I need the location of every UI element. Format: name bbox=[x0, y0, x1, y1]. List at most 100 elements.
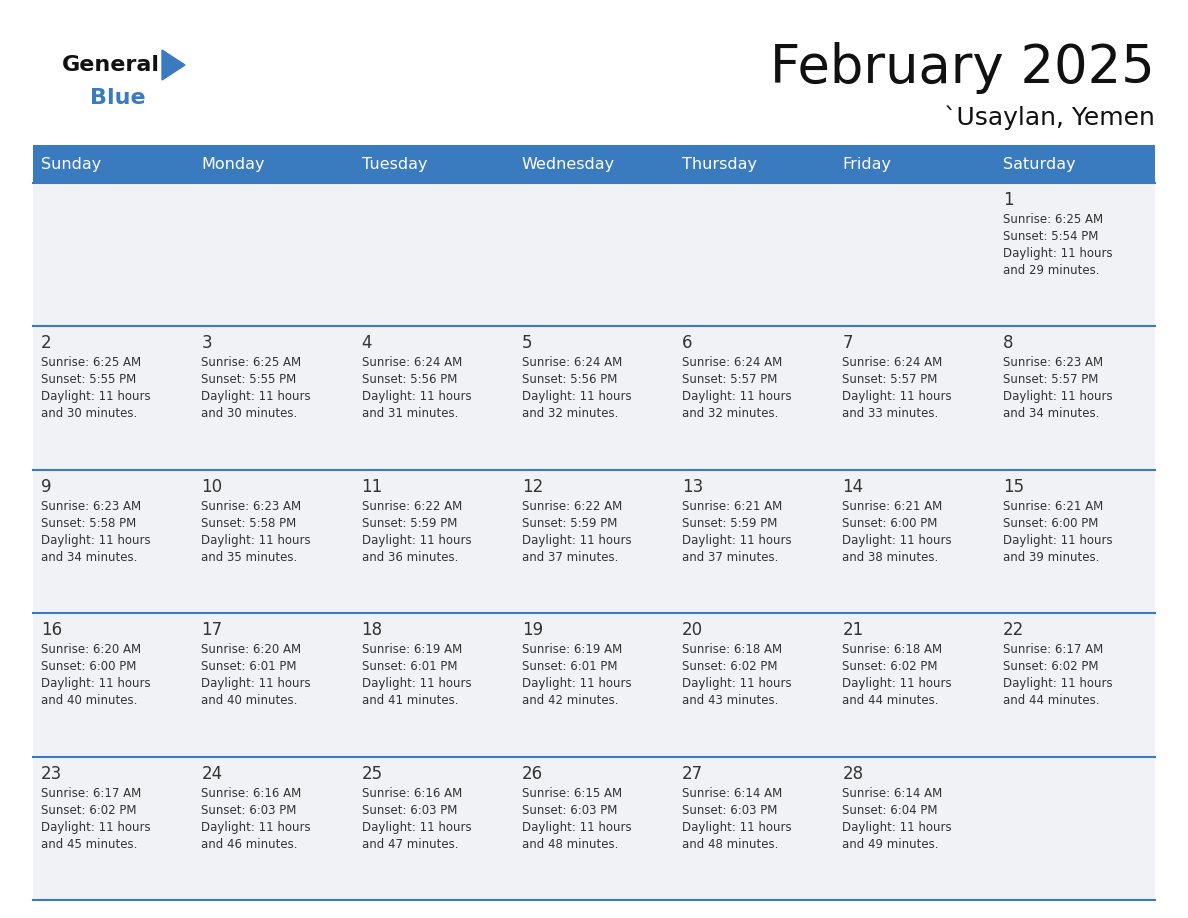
Polygon shape bbox=[162, 50, 185, 80]
Text: Daylight: 11 hours: Daylight: 11 hours bbox=[42, 533, 151, 547]
Text: 20: 20 bbox=[682, 621, 703, 639]
Text: Sunset: 5:56 PM: Sunset: 5:56 PM bbox=[522, 374, 618, 386]
Text: Sunrise: 6:14 AM: Sunrise: 6:14 AM bbox=[842, 787, 943, 800]
Text: Daylight: 11 hours: Daylight: 11 hours bbox=[1003, 247, 1112, 260]
Text: Saturday: Saturday bbox=[1003, 156, 1075, 172]
Text: Wednesday: Wednesday bbox=[522, 156, 615, 172]
Text: and 40 minutes.: and 40 minutes. bbox=[42, 694, 138, 707]
Text: Daylight: 11 hours: Daylight: 11 hours bbox=[361, 390, 472, 403]
Text: Sunset: 6:02 PM: Sunset: 6:02 PM bbox=[842, 660, 939, 673]
Text: and 47 minutes.: and 47 minutes. bbox=[361, 837, 459, 851]
Text: and 30 minutes.: and 30 minutes. bbox=[42, 408, 138, 420]
Text: Sunset: 6:03 PM: Sunset: 6:03 PM bbox=[361, 803, 457, 817]
Text: 24: 24 bbox=[201, 765, 222, 783]
Text: 15: 15 bbox=[1003, 477, 1024, 496]
Text: 14: 14 bbox=[842, 477, 864, 496]
Text: and 40 minutes.: and 40 minutes. bbox=[201, 694, 298, 707]
Text: Sunset: 6:00 PM: Sunset: 6:00 PM bbox=[42, 660, 137, 673]
Text: 11: 11 bbox=[361, 477, 383, 496]
Text: Sunrise: 6:15 AM: Sunrise: 6:15 AM bbox=[522, 787, 623, 800]
Text: and 31 minutes.: and 31 minutes. bbox=[361, 408, 457, 420]
Text: Sunset: 5:59 PM: Sunset: 5:59 PM bbox=[522, 517, 618, 530]
Text: Friday: Friday bbox=[842, 156, 891, 172]
Text: and 41 minutes.: and 41 minutes. bbox=[361, 694, 459, 707]
Text: Sunrise: 6:16 AM: Sunrise: 6:16 AM bbox=[201, 787, 302, 800]
Text: Sunset: 5:59 PM: Sunset: 5:59 PM bbox=[361, 517, 457, 530]
Bar bbox=[33, 145, 194, 183]
Text: 21: 21 bbox=[842, 621, 864, 639]
Text: 8: 8 bbox=[1003, 334, 1013, 353]
Text: Sunrise: 6:21 AM: Sunrise: 6:21 AM bbox=[682, 499, 783, 513]
Text: 19: 19 bbox=[522, 621, 543, 639]
Bar bbox=[33, 327, 1155, 470]
Text: Sunrise: 6:24 AM: Sunrise: 6:24 AM bbox=[361, 356, 462, 369]
Text: 27: 27 bbox=[682, 765, 703, 783]
Text: 6: 6 bbox=[682, 334, 693, 353]
Text: Daylight: 11 hours: Daylight: 11 hours bbox=[201, 390, 311, 403]
Text: Sunset: 5:55 PM: Sunset: 5:55 PM bbox=[42, 374, 137, 386]
Bar bbox=[354, 145, 514, 183]
Text: and 32 minutes.: and 32 minutes. bbox=[522, 408, 618, 420]
Bar bbox=[33, 613, 1155, 756]
Text: Sunset: 5:54 PM: Sunset: 5:54 PM bbox=[1003, 230, 1098, 243]
Text: Daylight: 11 hours: Daylight: 11 hours bbox=[682, 390, 791, 403]
Text: Sunrise: 6:25 AM: Sunrise: 6:25 AM bbox=[201, 356, 302, 369]
Text: and 45 minutes.: and 45 minutes. bbox=[42, 837, 138, 851]
Text: 9: 9 bbox=[42, 477, 51, 496]
Text: Sunset: 5:57 PM: Sunset: 5:57 PM bbox=[842, 374, 937, 386]
Text: Sunset: 5:58 PM: Sunset: 5:58 PM bbox=[201, 517, 297, 530]
Bar bbox=[834, 145, 994, 183]
Text: and 48 minutes.: and 48 minutes. bbox=[682, 837, 778, 851]
Text: Daylight: 11 hours: Daylight: 11 hours bbox=[361, 821, 472, 834]
Text: Sunset: 6:02 PM: Sunset: 6:02 PM bbox=[682, 660, 778, 673]
Text: 28: 28 bbox=[842, 765, 864, 783]
Text: Sunset: 5:58 PM: Sunset: 5:58 PM bbox=[42, 517, 137, 530]
Text: `Usaylan, Yemen: `Usaylan, Yemen bbox=[944, 106, 1155, 130]
Bar bbox=[33, 183, 1155, 327]
Text: Thursday: Thursday bbox=[682, 156, 757, 172]
Text: Tuesday: Tuesday bbox=[361, 156, 426, 172]
Text: Sunrise: 6:17 AM: Sunrise: 6:17 AM bbox=[42, 787, 141, 800]
Text: Sunrise: 6:14 AM: Sunrise: 6:14 AM bbox=[682, 787, 783, 800]
Text: Sunset: 6:02 PM: Sunset: 6:02 PM bbox=[1003, 660, 1098, 673]
Text: and 38 minutes.: and 38 minutes. bbox=[842, 551, 939, 564]
Text: and 46 minutes.: and 46 minutes. bbox=[201, 837, 298, 851]
Text: Sunrise: 6:18 AM: Sunrise: 6:18 AM bbox=[682, 644, 782, 656]
Text: Monday: Monday bbox=[201, 156, 265, 172]
Text: Sunrise: 6:19 AM: Sunrise: 6:19 AM bbox=[522, 644, 623, 656]
Text: Sunrise: 6:21 AM: Sunrise: 6:21 AM bbox=[1003, 499, 1102, 513]
Text: Daylight: 11 hours: Daylight: 11 hours bbox=[42, 677, 151, 690]
Text: Sunrise: 6:17 AM: Sunrise: 6:17 AM bbox=[1003, 644, 1102, 656]
Text: and 44 minutes.: and 44 minutes. bbox=[1003, 694, 1099, 707]
Text: Sunset: 6:00 PM: Sunset: 6:00 PM bbox=[842, 517, 937, 530]
Text: 1: 1 bbox=[1003, 191, 1013, 209]
Text: Daylight: 11 hours: Daylight: 11 hours bbox=[361, 677, 472, 690]
Text: Sunset: 5:56 PM: Sunset: 5:56 PM bbox=[361, 374, 457, 386]
Text: and 33 minutes.: and 33 minutes. bbox=[842, 408, 939, 420]
Text: Daylight: 11 hours: Daylight: 11 hours bbox=[42, 390, 151, 403]
Text: 2: 2 bbox=[42, 334, 51, 353]
Text: Daylight: 11 hours: Daylight: 11 hours bbox=[682, 677, 791, 690]
Text: Sunset: 6:02 PM: Sunset: 6:02 PM bbox=[42, 803, 137, 817]
Text: Sunset: 5:57 PM: Sunset: 5:57 PM bbox=[682, 374, 777, 386]
Text: Daylight: 11 hours: Daylight: 11 hours bbox=[42, 821, 151, 834]
Text: 4: 4 bbox=[361, 334, 372, 353]
Text: Daylight: 11 hours: Daylight: 11 hours bbox=[682, 533, 791, 547]
Text: 22: 22 bbox=[1003, 621, 1024, 639]
Text: Sunset: 6:03 PM: Sunset: 6:03 PM bbox=[682, 803, 777, 817]
Text: Daylight: 11 hours: Daylight: 11 hours bbox=[522, 821, 632, 834]
Bar bbox=[674, 145, 834, 183]
Text: 23: 23 bbox=[42, 765, 62, 783]
Text: Sunrise: 6:24 AM: Sunrise: 6:24 AM bbox=[522, 356, 623, 369]
Text: Sunset: 5:57 PM: Sunset: 5:57 PM bbox=[1003, 374, 1098, 386]
Text: Daylight: 11 hours: Daylight: 11 hours bbox=[522, 390, 632, 403]
Text: Daylight: 11 hours: Daylight: 11 hours bbox=[1003, 677, 1112, 690]
Text: Sunrise: 6:25 AM: Sunrise: 6:25 AM bbox=[42, 356, 141, 369]
Text: Daylight: 11 hours: Daylight: 11 hours bbox=[201, 533, 311, 547]
Text: and 34 minutes.: and 34 minutes. bbox=[42, 551, 138, 564]
Text: and 44 minutes.: and 44 minutes. bbox=[842, 694, 939, 707]
Text: Sunrise: 6:20 AM: Sunrise: 6:20 AM bbox=[42, 644, 141, 656]
Text: and 29 minutes.: and 29 minutes. bbox=[1003, 264, 1099, 277]
Text: Sunset: 6:00 PM: Sunset: 6:00 PM bbox=[1003, 517, 1098, 530]
Text: Sunrise: 6:19 AM: Sunrise: 6:19 AM bbox=[361, 644, 462, 656]
